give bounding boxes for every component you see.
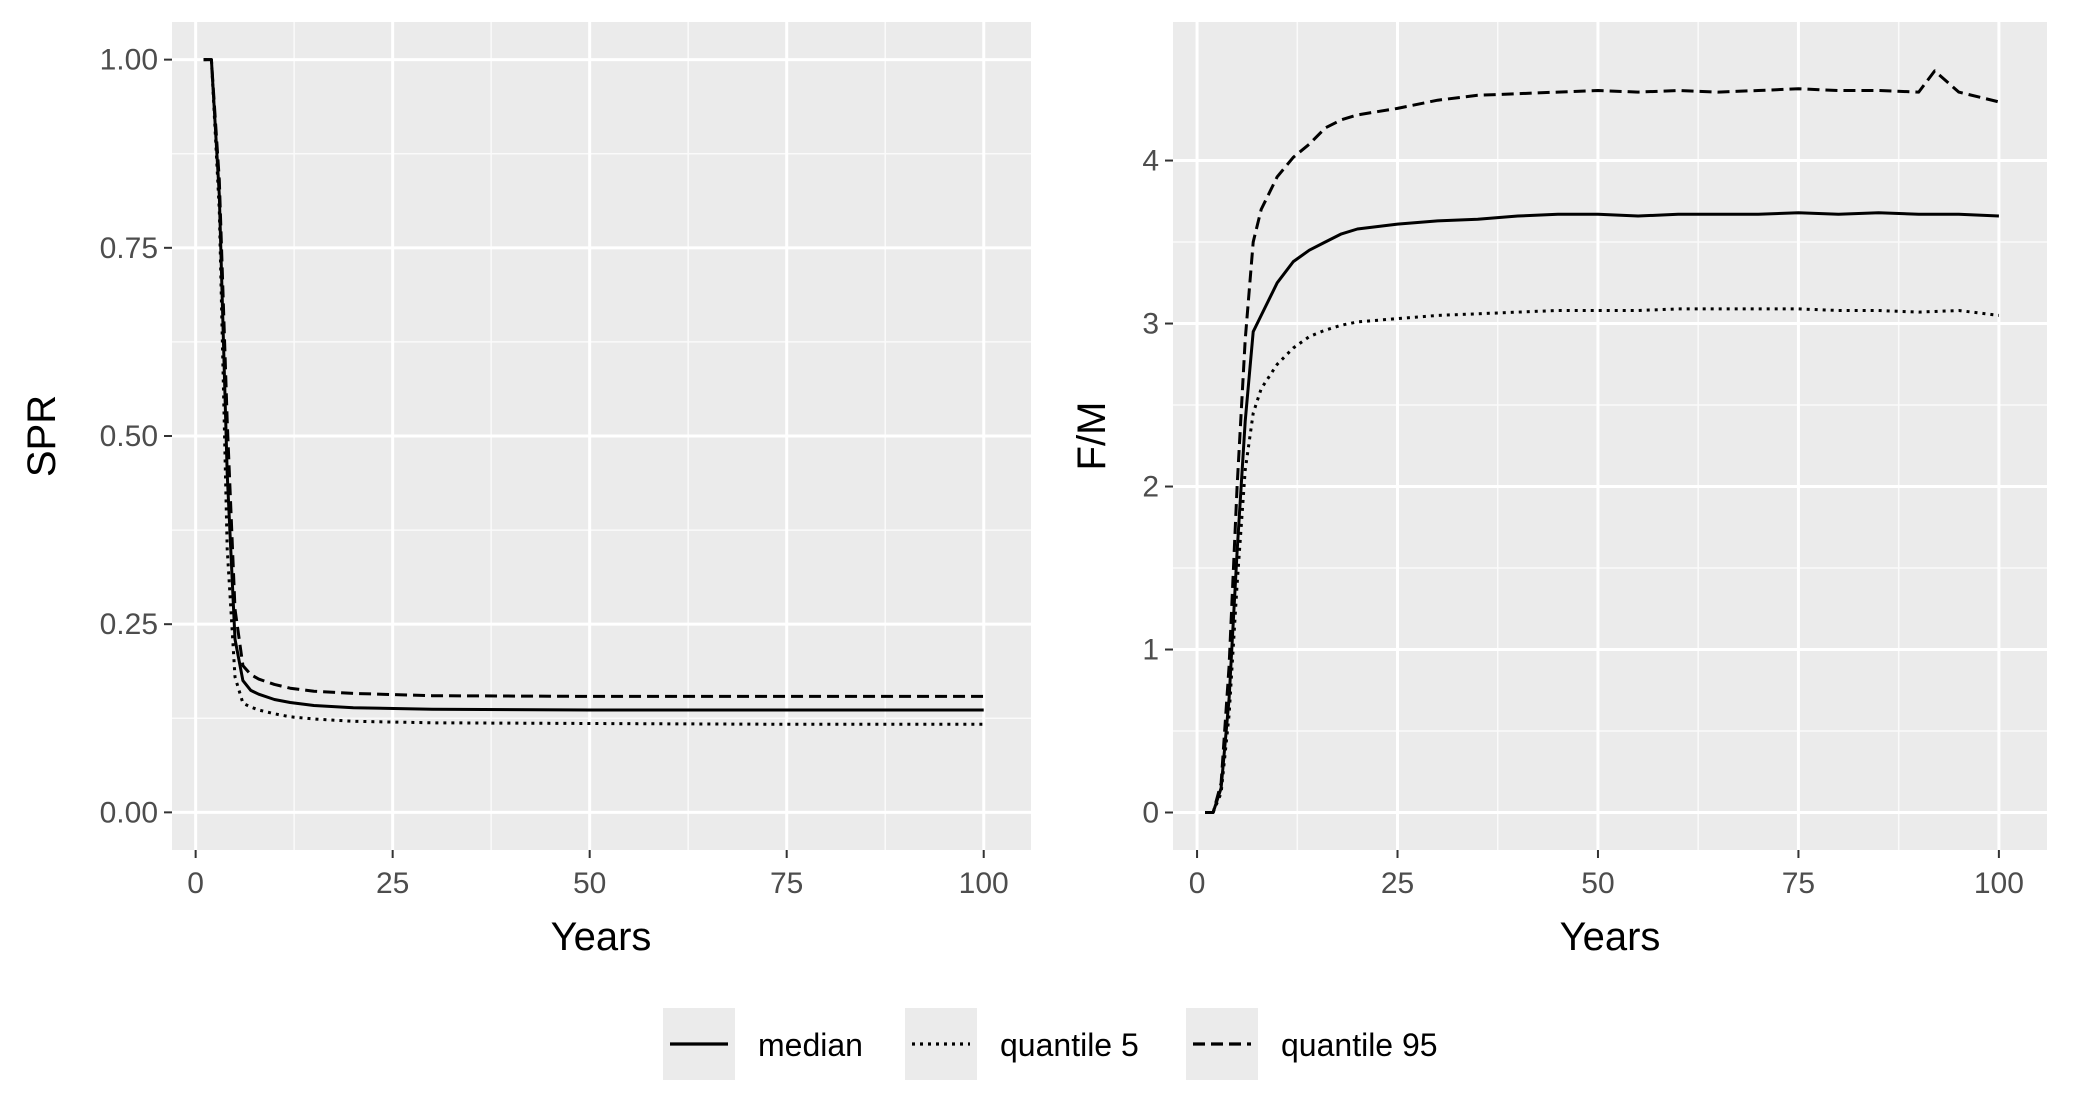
fm-x-tick-label: 50: [1581, 867, 1614, 900]
fm-x-tick-label: 100: [1974, 867, 2024, 900]
spr-x-tick-label: 75: [770, 867, 803, 900]
spr-x-tick-label: 0: [187, 867, 204, 900]
fm-y-tick-label: 1: [1142, 634, 1159, 667]
spr-y-tick-label: 0.50: [100, 420, 158, 453]
spr-y-axis-title: SPR: [20, 395, 64, 477]
legend-label-quantile-95: quantile 95: [1281, 1027, 1438, 1063]
fm-y-ticks: 0 1 2 3 4: [1142, 145, 1173, 830]
spr-x-tick-label: 25: [376, 867, 409, 900]
spr-y-tick-label: 0.00: [100, 796, 158, 829]
spr-x-ticks: 0 25 50 75 100: [187, 850, 1008, 900]
spr-x-axis-title: Years: [551, 915, 652, 959]
fm-x-axis-title: Years: [1560, 915, 1661, 959]
legend-item-quantile-95: quantile 95: [1186, 1008, 1438, 1080]
fm-y-tick-label: 2: [1142, 471, 1159, 504]
fm-panel: 0 1 2 3 4 0 25 50 75 100 Years F/M: [1070, 22, 2047, 959]
fm-y-tick-label: 0: [1142, 797, 1159, 830]
fm-y-tick-label: 4: [1142, 145, 1159, 178]
legend-item-quantile-5: quantile 5: [905, 1008, 1139, 1080]
spr-y-tick-label: 1.00: [100, 44, 158, 77]
legend: median quantile 5 quantile 95: [663, 1008, 1438, 1080]
spr-y-ticks: 0.00 0.25 0.50 0.75 1.00: [100, 44, 172, 830]
spr-x-tick-label: 100: [959, 867, 1009, 900]
legend-item-median: median: [663, 1008, 863, 1080]
fm-x-ticks: 0 25 50 75 100: [1189, 850, 2024, 900]
fm-y-axis-title: F/M: [1070, 402, 1114, 471]
spr-y-tick-label: 0.75: [100, 232, 158, 265]
fm-x-tick-label: 0: [1189, 867, 1206, 900]
fm-x-tick-label: 75: [1782, 867, 1815, 900]
fm-plot-background: [1173, 22, 2047, 850]
legend-key-quantile-5: [905, 1008, 977, 1080]
spr-x-tick-label: 50: [573, 867, 606, 900]
fm-y-tick-label: 3: [1142, 308, 1159, 341]
fm-x-tick-label: 25: [1381, 867, 1414, 900]
spr-y-tick-label: 0.25: [100, 608, 158, 641]
spr-panel: 0.00 0.25 0.50 0.75 1.00 0 25 50 75 100 Years SP…: [20, 22, 1031, 959]
legend-label-quantile-5: quantile 5: [1000, 1027, 1139, 1063]
legend-label-median: median: [758, 1027, 863, 1063]
